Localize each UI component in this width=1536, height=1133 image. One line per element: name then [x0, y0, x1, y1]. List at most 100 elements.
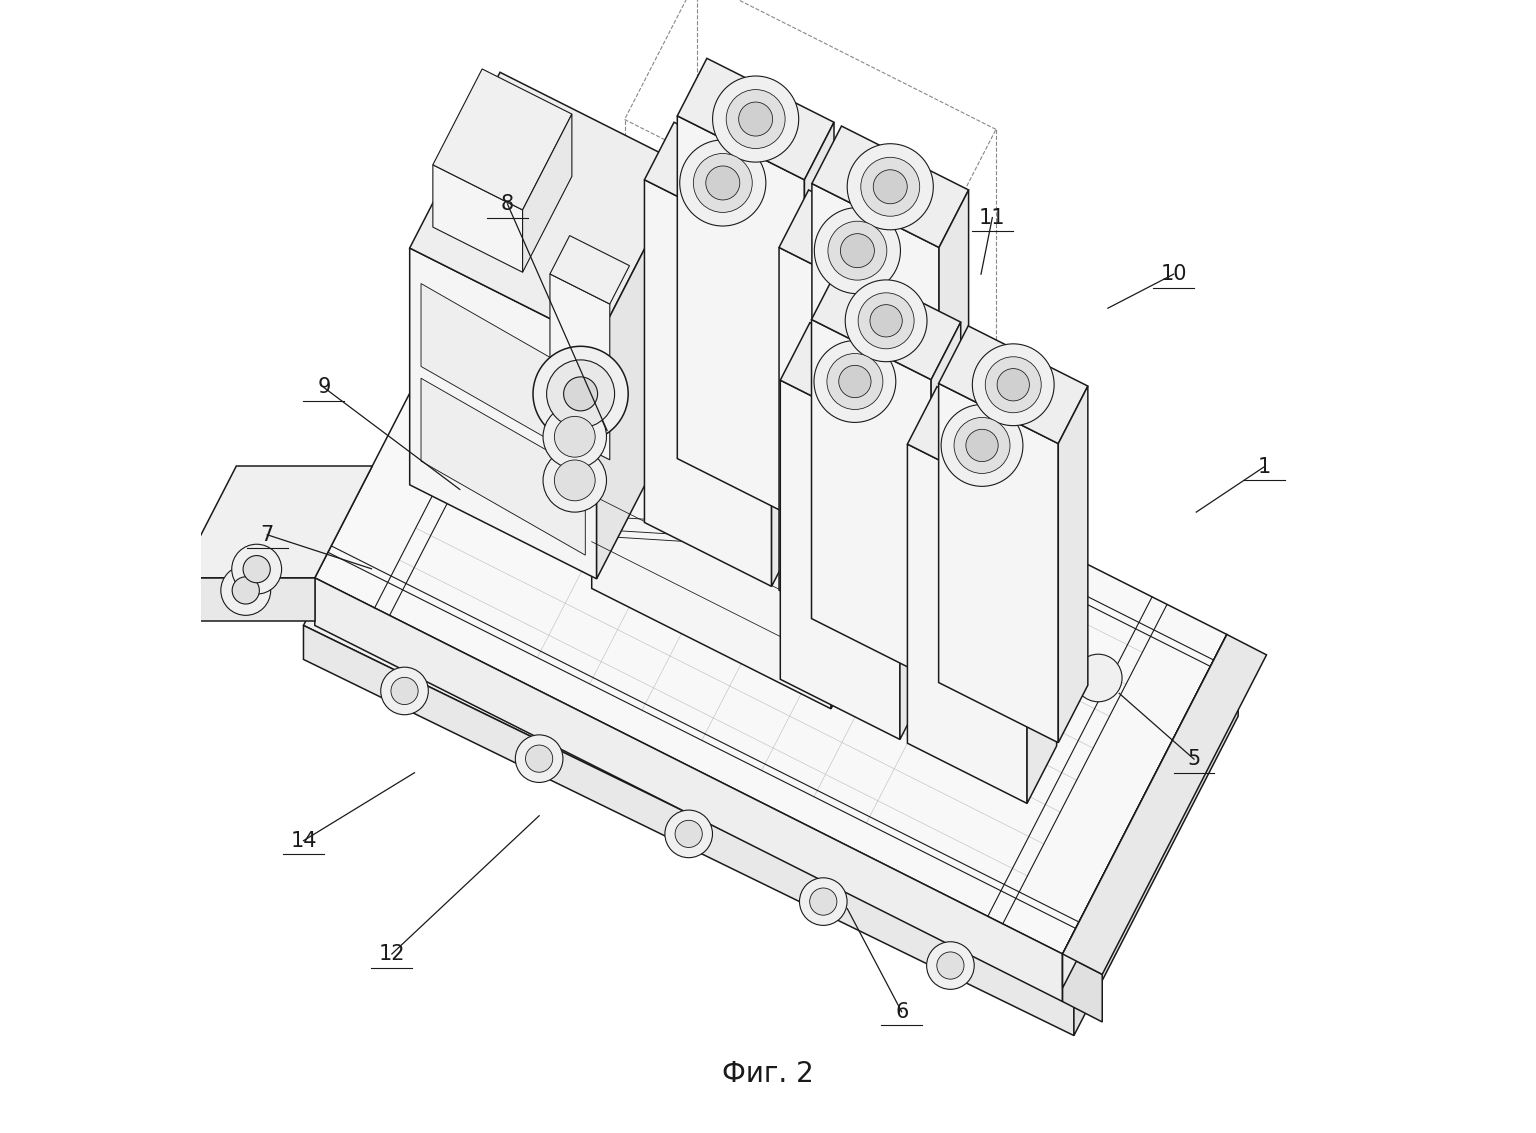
- Circle shape: [860, 157, 920, 216]
- Circle shape: [676, 820, 702, 847]
- Text: 11: 11: [978, 207, 1006, 228]
- Circle shape: [814, 341, 895, 423]
- Circle shape: [528, 380, 576, 427]
- Polygon shape: [522, 114, 571, 272]
- Circle shape: [942, 404, 1023, 486]
- Circle shape: [713, 76, 799, 162]
- Circle shape: [874, 170, 908, 204]
- Text: 7: 7: [261, 525, 273, 545]
- Polygon shape: [410, 248, 596, 579]
- Polygon shape: [908, 386, 1057, 504]
- Circle shape: [707, 165, 740, 199]
- Circle shape: [845, 280, 928, 361]
- Circle shape: [954, 417, 1011, 474]
- Polygon shape: [938, 190, 969, 590]
- Circle shape: [554, 416, 594, 457]
- Polygon shape: [550, 236, 630, 304]
- Text: 5: 5: [1187, 749, 1201, 769]
- Circle shape: [840, 233, 874, 267]
- Polygon shape: [900, 383, 929, 740]
- Circle shape: [997, 368, 1029, 401]
- Circle shape: [392, 678, 418, 705]
- Polygon shape: [591, 305, 897, 553]
- Circle shape: [809, 888, 837, 915]
- Polygon shape: [943, 560, 963, 673]
- Circle shape: [665, 810, 713, 858]
- Polygon shape: [591, 433, 831, 709]
- Polygon shape: [304, 625, 1074, 1036]
- Circle shape: [544, 404, 607, 469]
- Circle shape: [739, 102, 773, 136]
- Polygon shape: [938, 383, 1058, 743]
- Polygon shape: [906, 254, 935, 654]
- Polygon shape: [645, 122, 802, 244]
- Text: 12: 12: [378, 944, 406, 964]
- Circle shape: [966, 429, 998, 461]
- Circle shape: [985, 357, 1041, 412]
- Polygon shape: [645, 180, 771, 587]
- Polygon shape: [780, 381, 900, 740]
- Circle shape: [859, 292, 914, 349]
- Polygon shape: [780, 323, 929, 441]
- Text: 14: 14: [290, 830, 316, 851]
- Text: 6: 6: [895, 1002, 908, 1022]
- Circle shape: [381, 667, 429, 715]
- Circle shape: [680, 139, 766, 225]
- Polygon shape: [433, 69, 571, 210]
- Circle shape: [839, 365, 871, 398]
- Polygon shape: [421, 378, 585, 555]
- Circle shape: [727, 90, 785, 148]
- Polygon shape: [1063, 954, 1103, 1022]
- Polygon shape: [315, 258, 1227, 954]
- Polygon shape: [596, 167, 687, 579]
- Polygon shape: [1058, 386, 1087, 743]
- Circle shape: [693, 153, 753, 212]
- Circle shape: [547, 360, 614, 428]
- Circle shape: [564, 377, 598, 411]
- Circle shape: [232, 577, 260, 604]
- Circle shape: [243, 555, 270, 582]
- Polygon shape: [1063, 634, 1227, 988]
- Polygon shape: [1063, 634, 1227, 1002]
- Polygon shape: [931, 322, 960, 679]
- Polygon shape: [1074, 682, 1238, 1036]
- Circle shape: [554, 460, 594, 501]
- Circle shape: [516, 735, 562, 783]
- Circle shape: [848, 144, 934, 230]
- Polygon shape: [811, 320, 931, 679]
- Text: 9: 9: [316, 377, 330, 398]
- Circle shape: [800, 878, 846, 926]
- Polygon shape: [908, 444, 1028, 803]
- Polygon shape: [813, 126, 969, 247]
- Text: 8: 8: [501, 194, 515, 214]
- Polygon shape: [433, 164, 522, 272]
- Circle shape: [814, 207, 900, 293]
- Circle shape: [221, 565, 270, 615]
- Text: 10: 10: [1160, 264, 1187, 284]
- Polygon shape: [811, 262, 960, 380]
- Circle shape: [972, 343, 1054, 426]
- Polygon shape: [831, 425, 897, 709]
- Polygon shape: [315, 578, 1063, 1002]
- Polygon shape: [1028, 446, 1057, 803]
- Polygon shape: [304, 306, 1238, 1002]
- Circle shape: [1075, 654, 1123, 701]
- Polygon shape: [677, 116, 805, 522]
- Polygon shape: [938, 326, 1087, 444]
- Polygon shape: [550, 274, 610, 460]
- Polygon shape: [178, 578, 315, 621]
- Circle shape: [869, 305, 902, 337]
- Polygon shape: [779, 190, 935, 312]
- Circle shape: [926, 942, 974, 989]
- Circle shape: [937, 952, 965, 979]
- Text: 1: 1: [1258, 457, 1270, 477]
- Polygon shape: [779, 247, 906, 654]
- Text: Фиг. 2: Фиг. 2: [722, 1059, 814, 1088]
- Polygon shape: [677, 58, 834, 180]
- Polygon shape: [813, 184, 938, 590]
- Circle shape: [232, 544, 281, 594]
- Circle shape: [828, 221, 886, 280]
- Polygon shape: [410, 73, 687, 342]
- Circle shape: [544, 449, 607, 512]
- Circle shape: [826, 353, 883, 409]
